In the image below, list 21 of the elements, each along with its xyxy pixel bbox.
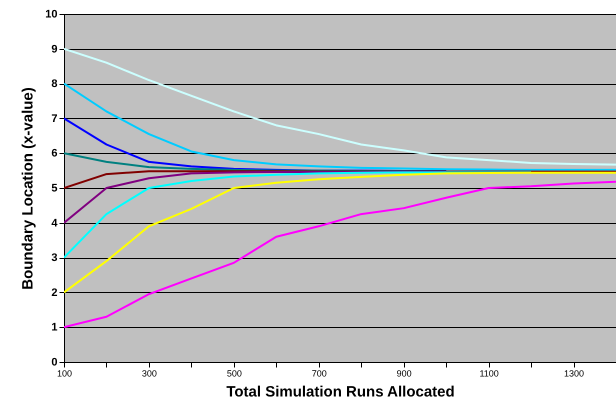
y-tick-label: 10: [45, 8, 58, 20]
y-tick-label: 6: [51, 148, 58, 160]
y-tick-label: 3: [51, 252, 58, 264]
x-tick-label: 700: [312, 368, 327, 378]
x-tick-label: 1300: [564, 368, 584, 378]
y-tick-label: 2: [51, 286, 58, 299]
y-tick-label: 0: [51, 356, 58, 368]
x-tick-label: 900: [396, 368, 412, 378]
line-series: [64, 170, 448, 224]
y-tick-label: 5: [51, 182, 58, 194]
x-tick-label: 300: [142, 368, 157, 378]
x-axis-title: Total Simulation Runs Allocated: [226, 384, 455, 400]
x-tick-label: 1100: [479, 368, 499, 378]
x-tick-label: 500: [226, 368, 242, 378]
y-tick-label: 8: [51, 78, 58, 90]
y-tick-label: 4: [51, 217, 58, 230]
x-tick-label: 100: [56, 368, 72, 378]
y-tick-label: 7: [51, 112, 58, 125]
y-tick-label: 1: [51, 322, 58, 334]
y-axis-title: Boundary Location (x-value): [19, 87, 36, 290]
y-tick-label: 9: [51, 43, 58, 56]
